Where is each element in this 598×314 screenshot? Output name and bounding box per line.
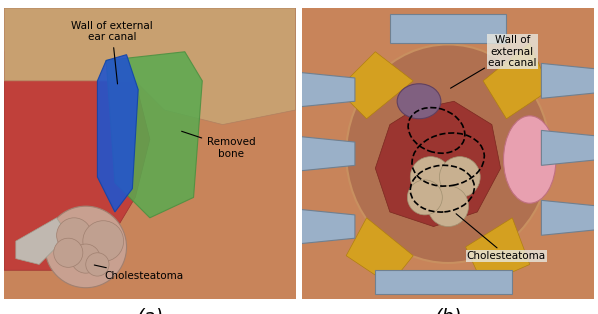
Circle shape: [428, 186, 469, 226]
Text: Wall of external
ear canal: Wall of external ear canal: [71, 20, 153, 84]
Polygon shape: [346, 218, 413, 285]
Text: Cholesteatoma: Cholesteatoma: [456, 214, 546, 261]
Polygon shape: [303, 8, 594, 299]
Text: (b): (b): [434, 307, 462, 314]
Text: Removed
bone: Removed bone: [182, 131, 256, 159]
Circle shape: [71, 244, 100, 273]
Polygon shape: [97, 55, 138, 212]
Circle shape: [410, 157, 451, 198]
Polygon shape: [466, 218, 530, 285]
Polygon shape: [541, 63, 598, 98]
Polygon shape: [541, 200, 598, 235]
Circle shape: [54, 238, 83, 267]
Ellipse shape: [504, 116, 556, 203]
Circle shape: [407, 180, 443, 215]
Polygon shape: [106, 52, 202, 218]
Circle shape: [45, 206, 127, 288]
Polygon shape: [297, 209, 355, 244]
Polygon shape: [4, 8, 295, 299]
Polygon shape: [337, 52, 413, 119]
Ellipse shape: [397, 84, 441, 119]
Text: Cholesteatoma: Cholesteatoma: [94, 265, 184, 281]
Polygon shape: [4, 52, 150, 270]
Circle shape: [83, 221, 124, 262]
Polygon shape: [390, 14, 507, 43]
Polygon shape: [16, 218, 68, 264]
Circle shape: [419, 165, 466, 212]
Polygon shape: [297, 72, 355, 107]
Polygon shape: [541, 130, 598, 165]
Circle shape: [86, 253, 109, 276]
Circle shape: [57, 218, 91, 253]
Polygon shape: [483, 43, 550, 119]
Text: Wall of
external
ear canal: Wall of external ear canal: [450, 35, 536, 88]
Polygon shape: [376, 270, 512, 294]
Circle shape: [440, 157, 480, 198]
Ellipse shape: [346, 45, 550, 263]
Text: (a): (a): [136, 307, 163, 314]
Polygon shape: [4, 8, 295, 125]
Polygon shape: [297, 136, 355, 171]
Polygon shape: [376, 101, 501, 226]
